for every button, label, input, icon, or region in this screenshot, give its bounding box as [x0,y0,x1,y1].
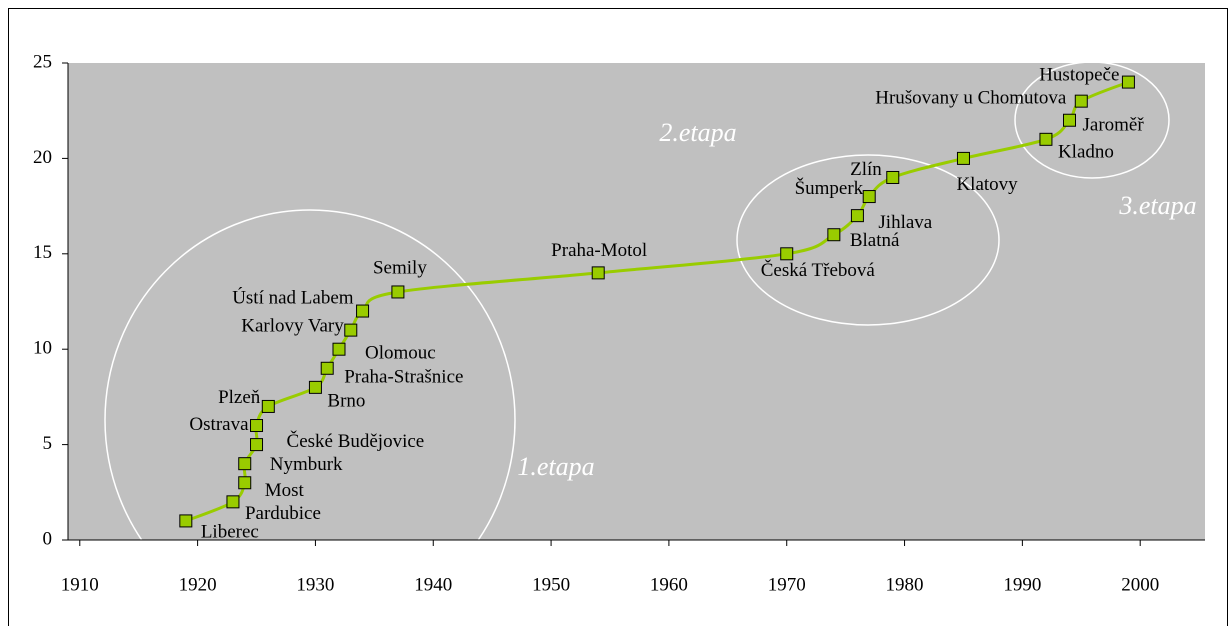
marker [827,228,841,242]
marker [886,170,900,184]
point-label: Praha-Motol [551,240,647,261]
point-label: Liberec [201,521,259,542]
marker [238,476,252,490]
point-label: Česká Třebová [761,259,876,281]
x-tick-label: 1930 [296,574,334,595]
x-tick-label: 1940 [414,574,452,595]
marker [332,342,346,356]
point-label: Nymburk [270,454,343,475]
point-label: České Budějovice [287,430,425,452]
marker [780,247,794,261]
plot-area [68,63,1205,540]
y-tick-label: 15 [33,242,52,263]
y-tick-label: 25 [33,51,52,72]
marker [356,304,370,318]
stage-ellipse [736,154,1000,326]
marker [179,514,193,528]
marker [250,438,264,452]
point-label: Most [265,480,305,501]
x-tick-label: 1960 [650,574,688,595]
marker [226,495,240,509]
annotation: 3.etapa [1118,191,1196,220]
point-label: Ostrava [189,414,249,435]
point-label: Ústí nad Labem [232,286,354,308]
marker [956,151,970,165]
marker [250,419,264,433]
y-tick-label: 10 [33,338,52,359]
point-label: Zlín [850,159,882,180]
point-label: Hustopeče [1039,64,1119,85]
marker [391,285,405,299]
marker [1039,132,1053,146]
point-label: Jaroměř [1083,115,1145,136]
x-tick-label: 2000 [1121,574,1159,595]
annotation: 2.etapa [659,118,736,147]
marker [1063,113,1077,127]
point-label: Praha-Strašnice [344,367,463,388]
x-tick-label: 1970 [768,574,806,595]
point-label: Kladno [1058,142,1114,163]
point-label: Semily [373,257,427,278]
marker [238,457,252,471]
point-label: Blatná [850,230,900,251]
chart-border [8,8,1228,626]
point-label: Karlovy Vary [241,315,344,336]
marker [344,323,358,337]
y-tick-label: 20 [33,147,52,168]
stage-ellipse [104,209,516,540]
marker [862,190,876,204]
stage-ellipse [1014,63,1170,179]
x-tick-label: 1980 [886,574,924,595]
marker [320,361,334,375]
marker [308,380,322,394]
marker [261,399,275,413]
annotation: 1.etapa [517,452,594,481]
marker [591,266,605,280]
y-tick-label: 5 [43,433,53,454]
marker [850,209,864,223]
point-label: Olomouc [365,343,436,364]
x-tick-label: 1990 [1003,574,1041,595]
marker [1121,75,1135,89]
point-label: Šumperk [795,177,864,199]
point-label: Jihlava [878,212,932,233]
marker [1074,94,1088,108]
y-tick-label: 0 [43,528,53,549]
point-label: Plzeň [218,387,261,408]
x-tick-label: 1920 [179,574,217,595]
x-tick-label: 1950 [532,574,570,595]
point-label: Klatovy [956,174,1018,195]
point-label: Brno [327,391,365,412]
point-label: Hrušovany u Chomutova [875,88,1067,109]
x-tick-label: 1910 [61,574,99,595]
point-label: Pardubice [245,503,321,524]
